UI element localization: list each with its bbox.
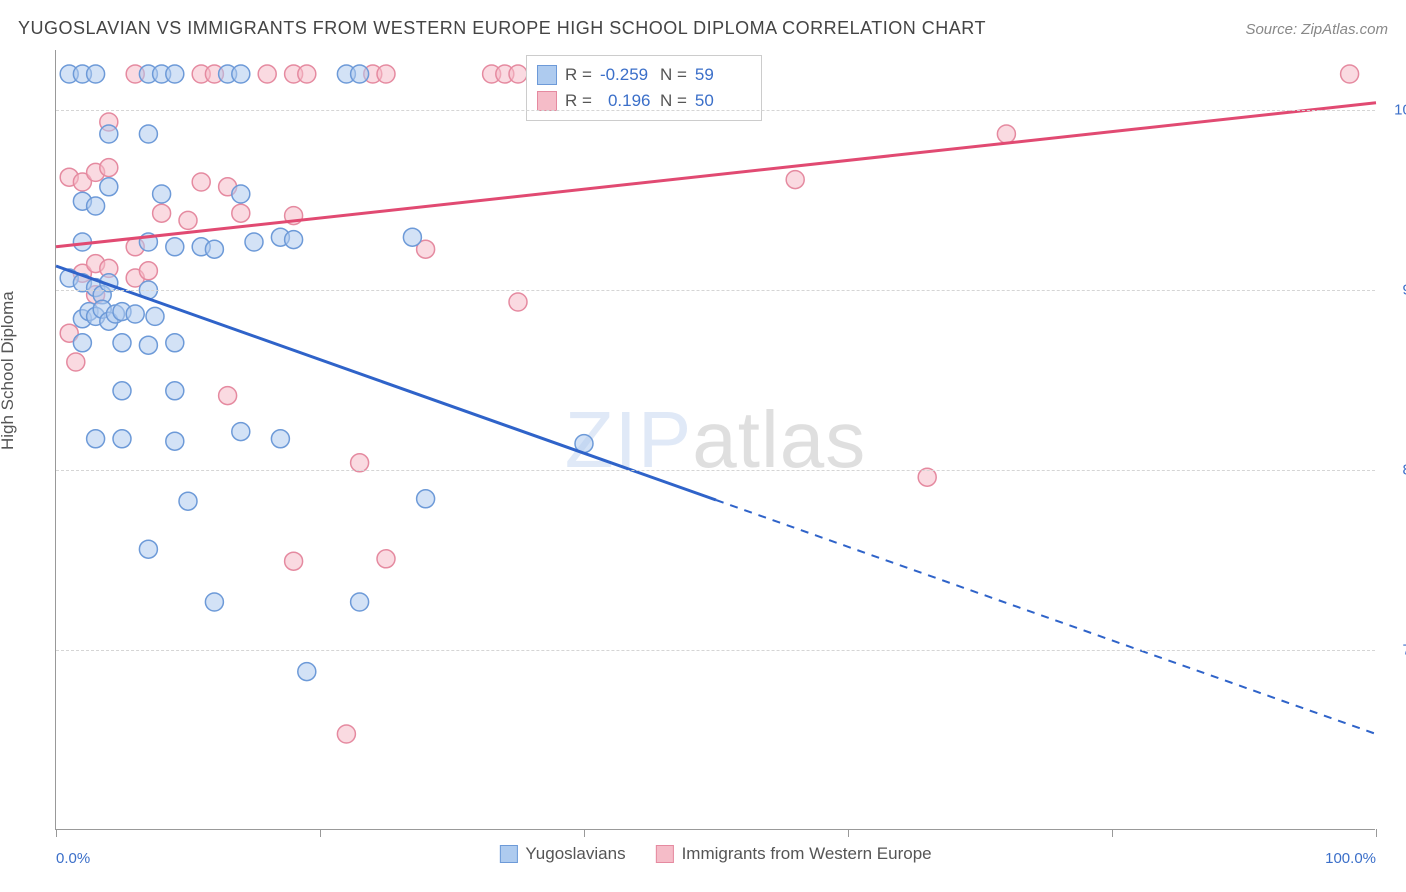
- y-tick-label: 92.5%: [1385, 282, 1406, 299]
- data-point-weur: [298, 65, 316, 83]
- data-point-yugo: [87, 430, 105, 448]
- legend-item-weur: Immigrants from Western Europe: [656, 841, 932, 867]
- trendline-yugo: [56, 266, 716, 500]
- data-point-yugo: [232, 185, 250, 203]
- data-point-yugo: [166, 382, 184, 400]
- x-tick: [584, 829, 585, 837]
- source-label: Source: ZipAtlas.com: [1245, 21, 1388, 38]
- data-point-weur: [509, 65, 527, 83]
- data-point-weur: [997, 125, 1015, 143]
- data-point-weur: [139, 262, 157, 280]
- gridline-h: [56, 470, 1375, 471]
- data-point-yugo: [166, 65, 184, 83]
- x-tick: [1112, 829, 1113, 837]
- data-point-weur: [219, 387, 237, 405]
- title-bar: YUGOSLAVIAN VS IMMIGRANTS FROM WESTERN E…: [18, 18, 1388, 39]
- data-point-weur: [337, 725, 355, 743]
- data-point-weur: [232, 204, 250, 222]
- y-tick-label: 77.5%: [1385, 642, 1406, 659]
- data-point-yugo: [351, 65, 369, 83]
- gridline-h: [56, 650, 1375, 651]
- data-point-weur: [1341, 65, 1359, 83]
- data-point-weur: [100, 159, 118, 177]
- series-legend: Yugoslavians Immigrants from Western Eur…: [499, 841, 931, 867]
- x-tick-label-min: 0.0%: [56, 850, 90, 867]
- trendline-weur: [56, 103, 1376, 247]
- data-point-yugo: [87, 197, 105, 215]
- data-point-yugo: [113, 430, 131, 448]
- data-point-yugo: [205, 240, 223, 258]
- legend-swatch-yugo: [537, 65, 557, 85]
- x-tick: [1376, 829, 1377, 837]
- data-point-yugo: [179, 492, 197, 510]
- legend-item-yugo: Yugoslavians: [499, 841, 625, 867]
- data-point-yugo: [146, 307, 164, 325]
- data-point-yugo: [113, 334, 131, 352]
- x-tick-label-max: 100.0%: [1325, 850, 1376, 867]
- data-point-yugo: [298, 663, 316, 681]
- data-point-weur: [153, 204, 171, 222]
- data-point-weur: [786, 171, 804, 189]
- legend-label-weur: Immigrants from Western Europe: [682, 841, 932, 867]
- legend-label-yugo: Yugoslavians: [525, 841, 625, 867]
- data-point-weur: [285, 552, 303, 570]
- data-point-yugo: [232, 65, 250, 83]
- legend-swatch-weur-2: [656, 845, 674, 863]
- data-point-yugo: [87, 65, 105, 83]
- legend-swatch-yugo-2: [499, 845, 517, 863]
- y-tick-label: 85.0%: [1385, 462, 1406, 479]
- y-axis-label: High School Diploma: [0, 291, 18, 450]
- data-point-yugo: [100, 125, 118, 143]
- data-point-yugo: [417, 490, 435, 508]
- gridline-h: [56, 110, 1375, 111]
- y-tick-label: 100.0%: [1385, 102, 1406, 119]
- data-point-yugo: [351, 593, 369, 611]
- data-point-yugo: [403, 228, 421, 246]
- data-point-yugo: [126, 305, 144, 323]
- chart-svg: [56, 50, 1375, 829]
- data-point-weur: [258, 65, 276, 83]
- chart-title: YUGOSLAVIAN VS IMMIGRANTS FROM WESTERN E…: [18, 18, 986, 39]
- data-point-weur: [192, 173, 210, 191]
- data-point-yugo: [153, 185, 171, 203]
- trendline-yugo-dashed: [716, 500, 1376, 734]
- data-point-yugo: [271, 430, 289, 448]
- x-tick: [56, 829, 57, 837]
- data-point-yugo: [166, 432, 184, 450]
- data-point-yugo: [232, 423, 250, 441]
- data-point-weur: [67, 353, 85, 371]
- data-point-weur: [377, 65, 395, 83]
- data-point-yugo: [205, 593, 223, 611]
- x-tick: [320, 829, 321, 837]
- data-point-yugo: [166, 334, 184, 352]
- data-point-yugo: [100, 178, 118, 196]
- data-point-yugo: [166, 238, 184, 256]
- data-point-weur: [377, 550, 395, 568]
- gridline-h: [56, 290, 1375, 291]
- n-value-yugo: 59: [695, 62, 747, 88]
- data-point-yugo: [139, 125, 157, 143]
- data-point-yugo: [285, 231, 303, 249]
- data-point-yugo: [139, 540, 157, 558]
- data-point-weur: [509, 293, 527, 311]
- correlation-legend: R = -0.259 N = 59 R = 0.196 N = 50: [526, 55, 762, 121]
- r-value-yugo: -0.259: [600, 62, 652, 88]
- data-point-yugo: [245, 233, 263, 251]
- plot-area: ZIPatlas R = -0.259 N = 59 R = 0.196 N =…: [55, 50, 1375, 830]
- data-point-yugo: [139, 336, 157, 354]
- data-point-weur: [179, 211, 197, 229]
- data-point-yugo: [113, 382, 131, 400]
- x-tick: [848, 829, 849, 837]
- data-point-yugo: [73, 334, 91, 352]
- legend-swatch-weur: [537, 91, 557, 111]
- legend-row-yugo: R = -0.259 N = 59: [537, 62, 747, 88]
